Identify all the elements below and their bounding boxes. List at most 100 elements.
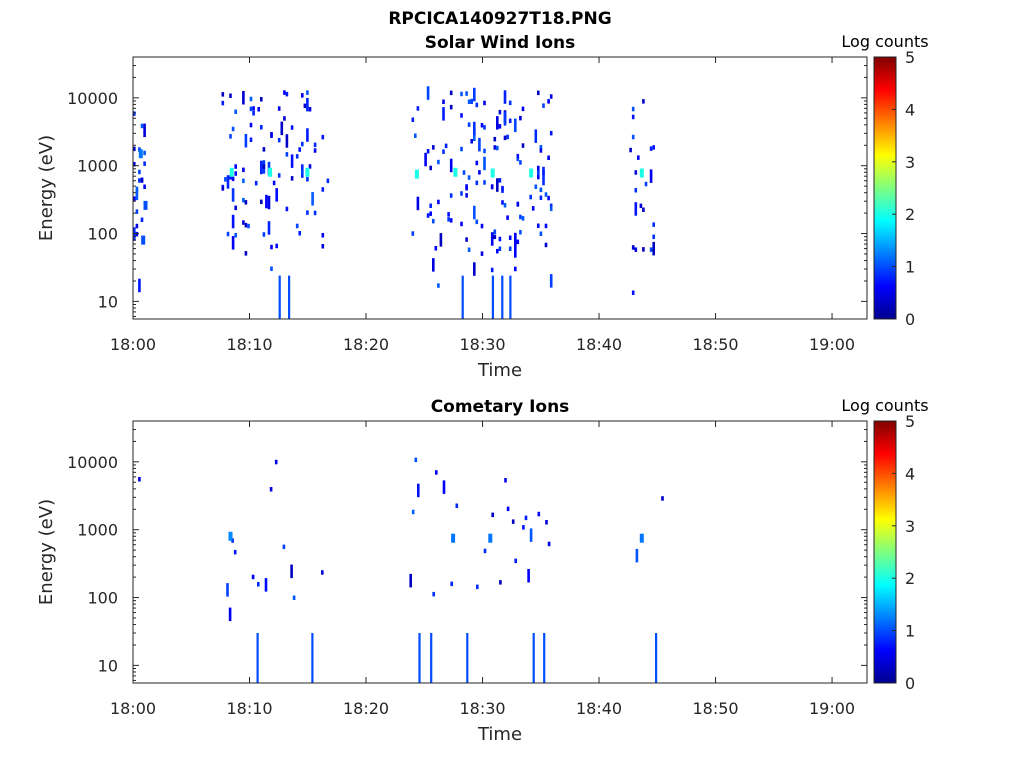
heatmap-cell (527, 569, 530, 583)
heatmap-cell (501, 200, 504, 205)
heatmap-cell (547, 541, 551, 547)
heatmap-cell (634, 170, 638, 175)
x-axis: 18:00 18:10 18:20 18:30 18:40 18:50 19:00 (110, 57, 855, 354)
heatmap-cell (449, 90, 453, 96)
heatmap-cell (229, 175, 232, 180)
heatmap-feature (532, 633, 535, 683)
heatmap-cell (476, 584, 479, 590)
heatmap-cell (503, 203, 507, 208)
heatmap-cell (475, 180, 479, 186)
y-tick-label: 1000 (77, 157, 118, 176)
heatmap-cell (429, 165, 432, 171)
heatmap-feature (278, 275, 281, 319)
heatmap-cell (267, 221, 271, 235)
heatmap-cell (283, 116, 286, 121)
heatmap-cell (516, 239, 520, 245)
y-axis: 10 100 1000 10000 (67, 420, 867, 681)
heatmap-cell (313, 210, 317, 216)
x-tick-label: 18:10 (226, 335, 272, 354)
heatmap-cell (277, 106, 281, 111)
heatmap-cell (544, 223, 548, 229)
heatmap-cell (231, 214, 235, 229)
heatmap-cell (262, 164, 266, 169)
heatmap-cell (539, 195, 543, 200)
heatmap-cell (475, 102, 479, 108)
heatmap-cell (429, 211, 432, 216)
heatmap-cell (411, 117, 415, 122)
heatmap-cell (231, 176, 235, 182)
heatmap-cell (508, 246, 512, 251)
heatmap-cell (475, 160, 479, 166)
heatmap-cell (301, 93, 304, 98)
heatmap-cell (257, 582, 260, 587)
heatmap-cell (465, 186, 468, 191)
heatmap-cell (306, 97, 309, 112)
heatmap-cell (244, 251, 248, 256)
heatmap-cell (493, 229, 497, 234)
heatmap-cell (306, 128, 309, 142)
heatmap-cell (249, 122, 253, 128)
colorbar-gradient (873, 420, 897, 684)
heatmap-cell (138, 169, 141, 175)
heatmap-cell (506, 215, 509, 220)
heatmap-cell (269, 487, 273, 492)
heatmap-cell (143, 123, 146, 138)
heatmap-cell (473, 262, 476, 276)
heatmap-cell (303, 103, 307, 109)
heatmap-feature (461, 275, 464, 319)
heatmap-feature (305, 167, 310, 177)
heatmap-cell (642, 207, 645, 212)
heatmap-cell (143, 184, 146, 189)
heatmap-cell (221, 92, 225, 97)
heatmap-cell (470, 139, 473, 144)
heatmap-cell (444, 143, 448, 149)
heatmap-cells (138, 457, 664, 683)
heatmap-cell (437, 199, 440, 205)
colorbar: 0 1 2 3 4 5 (873, 412, 915, 693)
x-tick-label: 18:00 (110, 335, 156, 354)
heatmap-cell (426, 213, 430, 218)
y-axis-label: Energy (eV) (36, 135, 57, 241)
heatmap-cell (649, 169, 653, 183)
colorbar-tick-label: 0 (905, 674, 915, 693)
x-tick-label: 18:40 (576, 699, 622, 718)
colorbar-tick-label: 1 (905, 622, 915, 641)
heatmap-cell (290, 564, 293, 579)
heatmap-cell (629, 147, 632, 153)
heatmap-cell (480, 251, 484, 256)
heatmap-cell (435, 470, 438, 475)
heatmap-cell (221, 100, 225, 106)
colorbar-tick-label: 4 (905, 464, 915, 483)
colorbar-tick-label: 5 (905, 412, 915, 431)
heatmap-feature (418, 633, 421, 683)
heatmap-cell (231, 126, 235, 132)
heatmap-cell (634, 247, 638, 252)
heatmap-cell (467, 122, 471, 127)
heatmap-cells (133, 86, 655, 319)
panel-solar-wind-ions: Solar Wind Ions 18:00 18:10 18:20 18:30 18:4… (36, 32, 929, 381)
heatmap-cell (478, 170, 481, 175)
x-tick-label: 18:50 (692, 335, 738, 354)
heatmap-cell (242, 220, 245, 225)
heatmap-cell (135, 231, 139, 237)
heatmap-cell (306, 177, 309, 182)
heatmap-cell (270, 133, 273, 138)
heatmap-cell (465, 237, 468, 242)
heatmap-cell (140, 178, 144, 183)
heatmap-cell (542, 103, 545, 108)
heatmap-cell (483, 148, 486, 154)
heatmap-cell (432, 218, 435, 224)
panel-title: Cometary Ions (431, 397, 570, 417)
heatmap-cell (138, 477, 141, 482)
figure-title: RPCICA140927T18.PNG (388, 9, 611, 29)
heatmap-cell (447, 212, 450, 217)
y-tick-label: 100 (87, 225, 118, 244)
heatmap-cell (409, 573, 412, 588)
heatmap-cell (228, 607, 232, 622)
heatmap-feature (466, 633, 469, 683)
panel-cometary-ions: Cometary Ions 18:00 18:10 18:20 18:30 18:40 1… (36, 396, 929, 745)
heatmap-cell (504, 478, 507, 483)
y-tick-label: 10000 (67, 453, 118, 472)
heatmap-cell (140, 217, 144, 222)
heatmap-cell (313, 148, 317, 153)
